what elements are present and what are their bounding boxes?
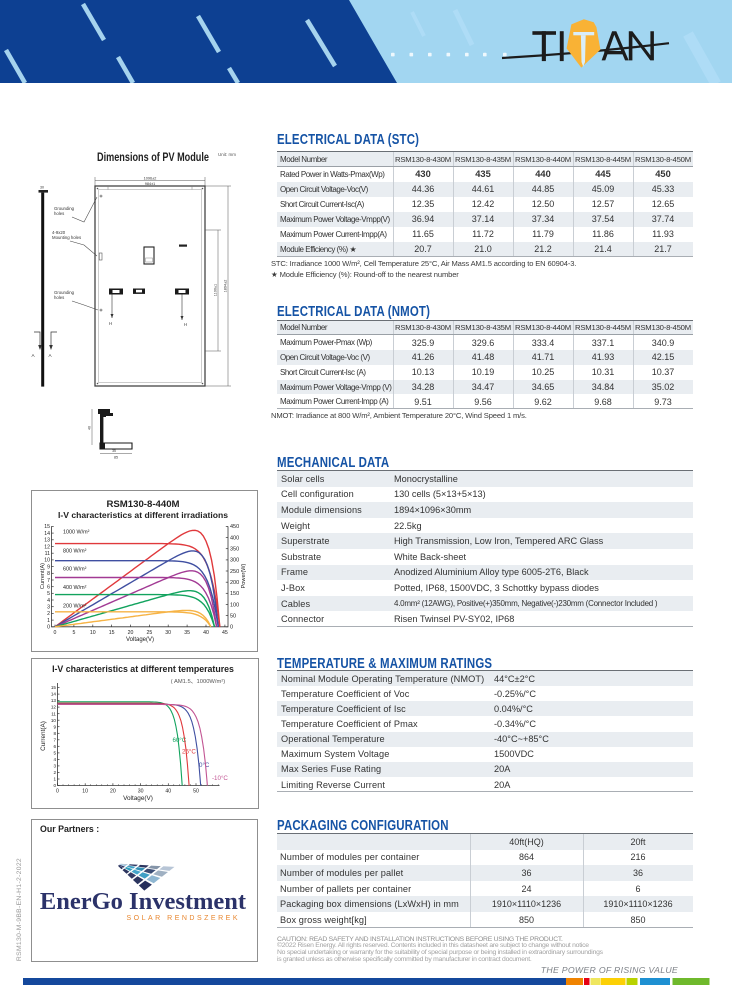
svg-text:2: 2 [47,611,50,617]
svg-text:4: 4 [53,757,56,762]
svg-text:40: 40 [203,630,209,636]
svg-text:Voltage(V): Voltage(V) [126,637,154,643]
svg-text:I-V characteristics at differe: I-V characteristics at different irradia… [58,510,228,520]
svg-text:20: 20 [110,789,116,795]
svg-text:150: 150 [230,591,239,597]
svg-text:H: H [184,322,187,327]
svg-text:0: 0 [47,625,50,631]
svg-text:11: 11 [45,551,50,557]
svg-text:50: 50 [193,789,199,795]
svg-text:holes: holes [54,211,64,216]
svg-text:-10°C: -10°C [212,775,228,782]
svg-text:0: 0 [56,789,59,795]
svg-text:800 W/m²: 800 W/m² [63,549,87,555]
svg-text:60°C: 60°C [173,737,187,744]
svg-text:Mounting holes: Mounting holes [52,235,81,240]
svg-text:30: 30 [40,186,44,190]
svg-text:400: 400 [230,535,239,541]
svg-text:15: 15 [51,685,57,690]
svg-text:450: 450 [230,524,239,530]
svg-text:3: 3 [53,764,56,769]
svg-text:3: 3 [47,605,50,611]
svg-text:9: 9 [53,724,56,729]
svg-text:8: 8 [53,731,56,736]
svg-text:6: 6 [53,744,56,749]
svg-text:1: 1 [47,618,50,624]
svg-text:12: 12 [51,705,57,710]
svg-text:40: 40 [165,789,171,795]
svg-text:7: 7 [53,737,56,742]
svg-text:A: A [49,353,53,358]
svg-text:Grounding: Grounding [54,206,75,211]
svg-text:( AM1.5、1000W/m²): ( AM1.5、1000W/m²) [171,679,226,685]
svg-text:2: 2 [53,770,56,775]
svg-text:50: 50 [230,613,236,619]
svg-text:H: H [109,321,112,326]
svg-text:I-V characteristics at differe: I-V characteristics at different tempera… [52,664,234,674]
svg-text:A: A [32,353,36,358]
svg-text:Grounding: Grounding [54,290,75,295]
svg-text:0°C: 0°C [199,762,210,769]
svg-text:25°C: 25°C [182,749,196,756]
svg-text:10: 10 [51,718,57,723]
svg-text:400 W/m²: 400 W/m² [63,585,87,591]
svg-text:6: 6 [47,585,50,591]
svg-text:10: 10 [90,630,96,636]
svg-text:100: 100 [230,602,239,608]
svg-text:5: 5 [53,751,56,756]
svg-text:15: 15 [109,630,115,636]
svg-text:SOLAR RENDSZEREK: SOLAR RENDSZEREK [126,915,240,922]
svg-text:1100±1: 1100±1 [214,284,218,296]
svg-text:35: 35 [184,630,190,636]
svg-text:1096±2: 1096±2 [144,177,157,181]
svg-text:600 W/m²: 600 W/m² [63,567,87,573]
svg-text:350: 350 [230,547,239,553]
svg-text:11: 11 [51,711,56,716]
svg-text:8: 8 [47,571,50,577]
svg-text:85: 85 [114,456,118,460]
svg-text:25: 25 [147,630,153,636]
svg-text:0: 0 [54,630,57,636]
svg-text:4-9x20: 4-9x20 [52,230,66,235]
svg-text:Current(A): Current(A) [40,563,46,589]
svg-text:15: 15 [44,524,50,530]
svg-text:300: 300 [230,558,239,564]
svg-text:7: 7 [47,578,50,584]
svg-text:13: 13 [51,698,57,703]
svg-text:1000 W/m²: 1000 W/m² [63,530,90,536]
svg-text:5: 5 [72,630,75,636]
svg-text:Voltage(V): Voltage(V) [123,795,153,802]
svg-text:20: 20 [128,630,134,636]
svg-text:Power(W): Power(W) [241,563,247,588]
svg-text:14: 14 [44,531,50,537]
svg-text:984±1: 984±1 [145,182,156,186]
svg-text:10: 10 [44,558,50,564]
svg-text:12: 12 [44,544,50,550]
svg-text:14: 14 [51,692,57,697]
svg-text:RSM130-8-440M: RSM130-8-440M [106,499,179,510]
svg-text:250: 250 [230,569,239,575]
svg-text:EnerGo Investment: EnerGo Investment [40,888,247,915]
svg-text:13: 13 [44,538,50,544]
svg-text:200: 200 [230,580,239,586]
svg-text:200 W/m²: 200 W/m² [63,604,87,610]
svg-text:9: 9 [47,564,50,570]
svg-text:30: 30 [138,789,144,795]
svg-text:10: 10 [82,789,88,795]
svg-text:45: 45 [222,630,228,636]
svg-text:4: 4 [47,598,50,604]
svg-text:0: 0 [53,783,56,788]
svg-text:1894±2: 1894±2 [224,280,228,293]
svg-text:40: 40 [88,426,92,430]
svg-text:35: 35 [112,449,116,453]
svg-text:Current(A): Current(A) [40,721,47,751]
svg-text:1: 1 [53,777,56,782]
svg-text:holes: holes [54,295,64,300]
svg-text:5: 5 [47,591,50,597]
svg-text:30: 30 [165,630,171,636]
svg-text:0: 0 [230,625,233,631]
